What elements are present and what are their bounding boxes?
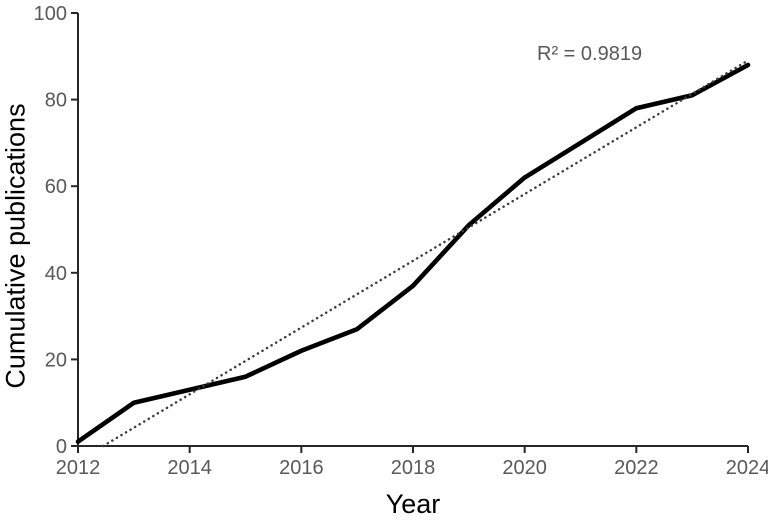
- y-tick-label: 60: [45, 176, 67, 198]
- data-series-line: [75, 62, 751, 444]
- x-tick-label: 2012: [56, 457, 101, 479]
- x-axis-title: Year: [385, 489, 441, 519]
- r-squared-annotation: R² = 0.9819: [537, 43, 643, 65]
- x-tick-label: 2020: [502, 457, 547, 479]
- x-tick-label: 2014: [167, 457, 212, 479]
- y-tick-label: 40: [45, 263, 67, 285]
- y-tick-label: 20: [45, 349, 67, 371]
- trendline-dotted: [101, 59, 750, 448]
- y-tick-label: 0: [56, 436, 67, 458]
- y-axis-title: Cumulative publications: [0, 103, 31, 389]
- y-tick-label: 80: [45, 90, 67, 112]
- y-tick-label: 100: [34, 3, 67, 25]
- x-tick-label: 2018: [391, 457, 436, 479]
- x-tick-label: 2016: [279, 457, 324, 479]
- axis-lines: [77, 13, 748, 447]
- x-tick-label: 2024: [726, 457, 768, 479]
- x-tick-label: 2022: [614, 457, 659, 479]
